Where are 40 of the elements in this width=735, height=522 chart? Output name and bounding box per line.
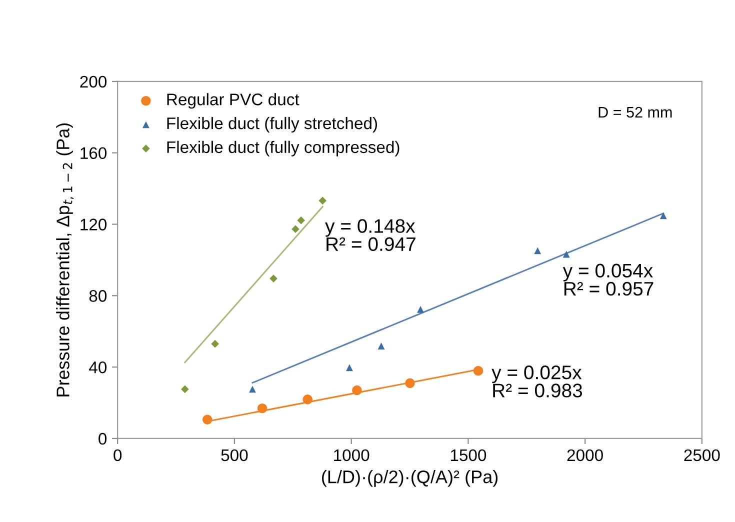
y-tick-label: 120 (80, 218, 107, 230)
point (352, 385, 362, 396)
point (660, 212, 667, 220)
point (562, 250, 570, 258)
annotation: D = 52 mm (598, 106, 672, 118)
x-tick-label: 0 (114, 449, 122, 462)
point (292, 225, 300, 233)
x-tick-label: 1000 (334, 449, 370, 462)
y-tick-label: 160 (80, 147, 107, 160)
y-tick-label: 0 (98, 432, 107, 445)
point (318, 196, 327, 205)
point (211, 340, 219, 348)
annotation: y = 0.025x R² = 0.983 (492, 366, 582, 398)
point (297, 216, 306, 224)
point (473, 366, 484, 376)
point (257, 403, 268, 414)
legend-label: Flexible duct (fully compressed) (167, 140, 400, 156)
annotation: y = 0.054x R² = 0.957 (562, 264, 654, 296)
point (302, 394, 312, 404)
x-tick-label: 2000 (567, 449, 603, 462)
legend-label: Flexible duct (fully stretched) (167, 116, 378, 133)
point (346, 364, 353, 372)
point (180, 385, 189, 394)
point (534, 247, 542, 254)
x-tick-label: 500 (221, 449, 248, 462)
point (270, 274, 278, 282)
point (248, 386, 256, 393)
annotation: y = 0.148x R² = 0.947 (325, 219, 416, 252)
point (202, 414, 212, 424)
x-tick-label: 2500 (684, 449, 720, 462)
point (378, 342, 385, 350)
y-tick-label: 80 (89, 290, 107, 302)
legend-label: Regular PVC duct (167, 93, 300, 109)
x-axis-title: (L/D)·(ρ/2)·(Q/A)² (Pa) (322, 470, 498, 487)
point (417, 306, 424, 313)
y-tick-label: 200 (80, 76, 107, 88)
point (405, 378, 415, 388)
y-axis-title: Pressure differential, Δp$_{t,1−2}$ (Pa) (56, 123, 74, 396)
x-tick-label: 1500 (450, 449, 486, 462)
y-tick-label: 40 (89, 361, 107, 374)
